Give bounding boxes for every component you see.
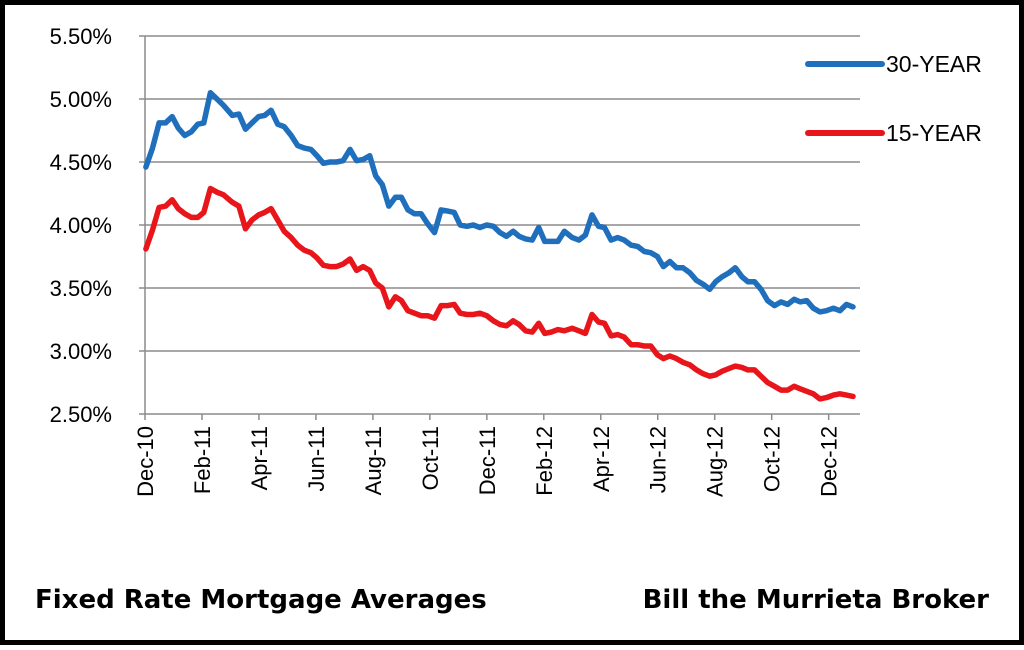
x-tick-label: Oct-12 [760, 426, 785, 492]
x-axis-tick-labels: Dec-10 Feb-11 Apr-11 Jun-11 Aug-11 Oct-11 Dec-… [133, 426, 842, 497]
data-series [143, 89, 856, 402]
x-tick-label: Feb-11 [190, 426, 215, 494]
footer-author: Bill the Murrieta Broker [642, 585, 989, 615]
x-tick-label: Apr-12 [589, 426, 614, 492]
y-tick-label: 3.50% [50, 276, 112, 301]
x-tick-label: Dec-12 [817, 426, 842, 497]
x-tick-label: Dec-11 [475, 426, 500, 495]
x-tick-label: Feb-12 [532, 426, 557, 496]
y-axis-tick-labels: 2.50% 3.00% 3.50% 4.00% 4.50% 5.00% 5.50% [50, 24, 112, 427]
series-line-15-year [143, 185, 856, 402]
series-line-30-year [143, 89, 856, 315]
x-tick-label: Dec-10 [133, 426, 158, 497]
legend: 30-YEAR 15-YEAR [805, 51, 982, 146]
legend-label-15-year: 15-YEAR [886, 120, 982, 146]
legend-label-30-year: 30-YEAR [886, 51, 982, 77]
mortgage-rate-chart: 2.50% 3.00% 3.50% 4.00% 4.50% 5.00% 5.50% Dec-… [50, 24, 982, 497]
x-tick-label: Oct-11 [418, 426, 443, 490]
y-tick-label: 3.00% [50, 339, 112, 364]
x-tick-label: Aug-11 [361, 426, 386, 495]
grid-lines [145, 35, 860, 352]
footer-chart-title: Fixed Rate Mortgage Averages [35, 585, 487, 615]
x-tick-label: Apr-11 [247, 426, 272, 490]
axes [139, 35, 860, 420]
y-tick-label: 4.00% [50, 213, 112, 238]
y-tick-label: 5.00% [50, 87, 112, 112]
y-tick-label: 4.50% [50, 150, 112, 175]
y-tick-label: 2.50% [50, 402, 112, 427]
y-tick-label: 5.50% [50, 24, 112, 49]
x-tick-label: Jun-11 [304, 426, 329, 492]
x-tick-label: Jun-12 [646, 426, 671, 493]
x-tick-label: Aug-12 [703, 426, 728, 497]
